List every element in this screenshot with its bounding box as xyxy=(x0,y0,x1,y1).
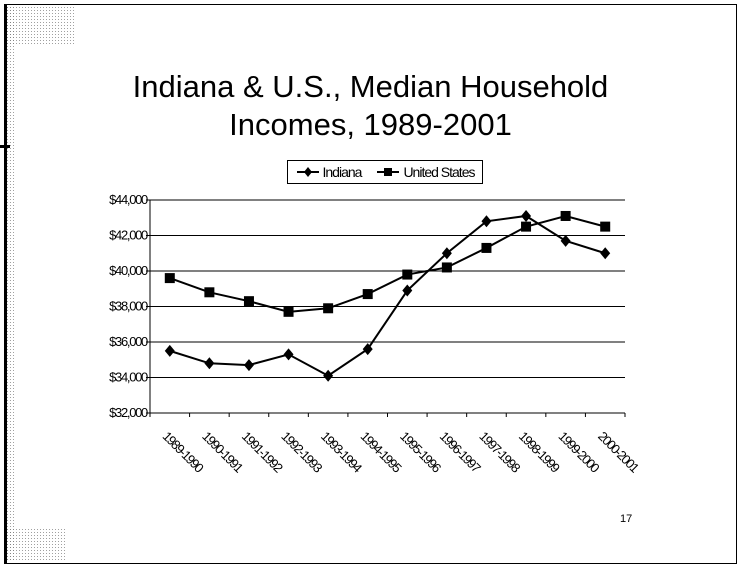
data-point-indiana xyxy=(323,369,334,382)
x-tick-label: 2000-2001 xyxy=(595,429,642,476)
chart-title-line1: Indiana & U.S., Median Household xyxy=(132,69,609,104)
legend-item-united-states: United States xyxy=(376,164,476,180)
x-tick-label: 1999-2000 xyxy=(556,429,603,476)
dither-decoration xyxy=(6,6,14,561)
dither-decoration xyxy=(6,6,76,46)
chart-title-line2: Incomes, 1989-2001 xyxy=(229,107,512,142)
data-point-united-states xyxy=(481,242,492,253)
data-point-indiana xyxy=(560,234,571,247)
data-point-united-states xyxy=(164,273,175,284)
diamond-marker-icon xyxy=(296,167,319,177)
data-point-united-states xyxy=(283,306,294,317)
data-point-united-states xyxy=(362,289,373,300)
x-tick-label: 1992-1993 xyxy=(278,429,325,476)
x-tick-label: 1991-1992 xyxy=(239,429,286,476)
series-line-united-states xyxy=(169,214,606,313)
legend-label-indiana: Indiana xyxy=(322,164,363,180)
y-tick-label: $40,000 xyxy=(109,263,148,278)
x-tick-label: 1989-1990 xyxy=(160,429,207,476)
page-number: 17 xyxy=(620,513,633,525)
data-point-indiana xyxy=(164,344,175,357)
dither-decoration xyxy=(6,528,66,562)
square-marker-icon xyxy=(377,168,400,176)
x-tick-label: 1997-1998 xyxy=(476,429,523,476)
x-tick-label: 1998-1999 xyxy=(516,429,563,476)
data-point-united-states xyxy=(600,221,611,232)
data-point-united-states xyxy=(441,262,452,273)
chart-legend: Indiana United States xyxy=(287,160,483,184)
y-tick-label: $34,000 xyxy=(109,370,148,385)
data-point-united-states xyxy=(323,303,334,314)
y-tick-label: $38,000 xyxy=(109,299,148,314)
slide-frame xyxy=(4,4,737,564)
y-tick-label: $32,000 xyxy=(109,405,148,420)
side-rule xyxy=(0,145,10,148)
data-point-indiana xyxy=(283,348,294,361)
data-point-indiana xyxy=(243,359,254,372)
data-point-indiana xyxy=(481,215,492,228)
series-line-indiana xyxy=(169,214,606,377)
data-point-united-states xyxy=(204,287,215,298)
data-point-united-states xyxy=(560,210,571,221)
x-tick-label: 1993-1994 xyxy=(318,429,365,476)
x-tick-label: 1995-1996 xyxy=(397,429,444,476)
y-tick-label: $36,000 xyxy=(109,334,148,349)
legend-item-indiana: Indiana xyxy=(296,164,362,180)
y-tick-label: $44,000 xyxy=(109,192,148,207)
x-tick-label: 1996-1997 xyxy=(437,429,484,476)
data-point-indiana xyxy=(521,209,532,222)
data-point-indiana xyxy=(204,357,215,370)
x-tick-label: 1994-1995 xyxy=(358,429,405,476)
y-tick-label: $42,000 xyxy=(109,228,148,243)
legend-label-united-states: United States xyxy=(403,164,475,180)
data-point-united-states xyxy=(402,269,413,280)
data-point-indiana xyxy=(441,247,452,260)
data-point-indiana xyxy=(362,343,373,356)
x-tick-label: 1990-1991 xyxy=(199,429,246,476)
data-point-indiana xyxy=(402,284,413,297)
data-point-indiana xyxy=(600,247,611,260)
data-point-united-states xyxy=(521,221,532,232)
data-point-united-states xyxy=(243,296,254,307)
